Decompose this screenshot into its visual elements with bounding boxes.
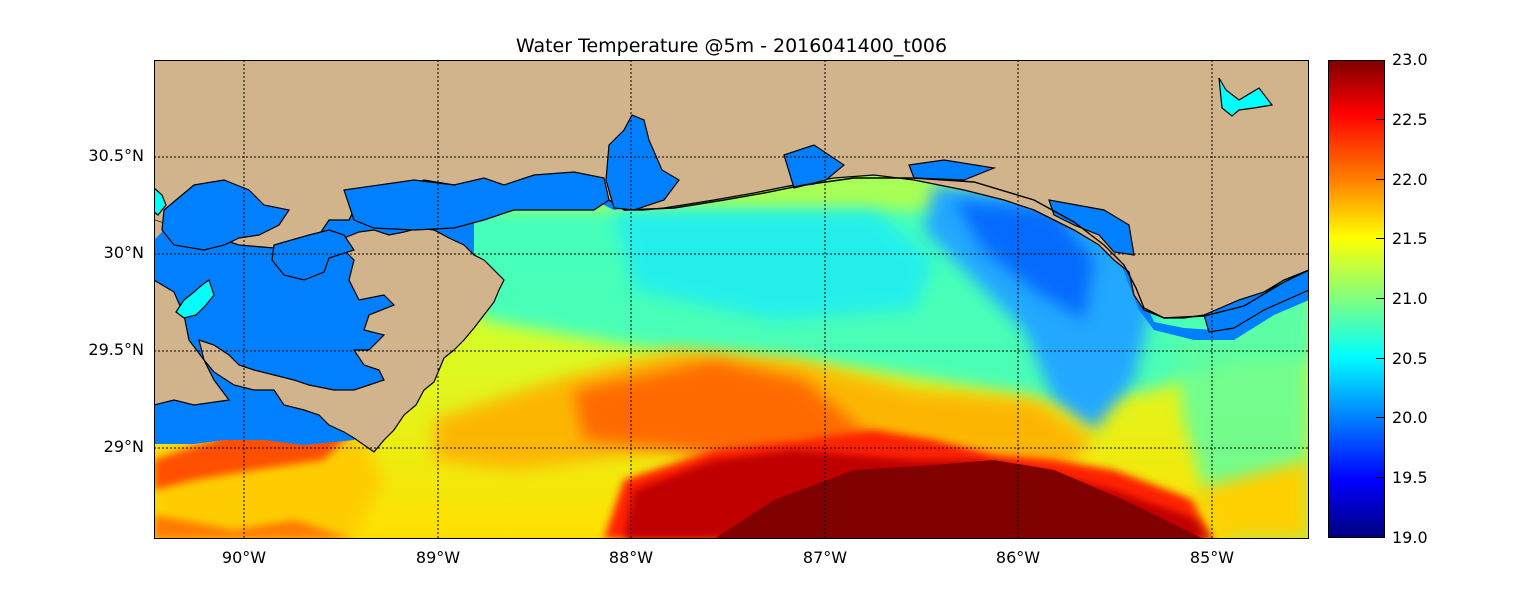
temperature-map [154,60,1309,539]
lat-label-29: 29°N [103,437,144,456]
lon-label-86w: 86°W [995,548,1041,567]
lat-label-29-5: 29.5°N [88,340,144,359]
colorbar-tick [1376,477,1385,478]
lon-label-88w: 88°W [608,548,654,567]
colorbar-label-22-5: 22.5 [1392,110,1428,129]
colorbar-label-19-0: 19.0 [1392,528,1428,547]
colorbar-label-20-0: 20.0 [1392,408,1428,427]
colorbar-label-22-0: 22.0 [1392,170,1428,189]
lon-label-89w: 89°W [415,548,461,567]
map-title: Water Temperature @5m - 2016041400_t006 [515,35,948,57]
land [154,60,1309,453]
colorbar-tick [1376,417,1385,418]
colorbar [1328,60,1385,538]
colorbar-tick [1376,238,1385,239]
colorbar-label-23-0: 23.0 [1392,50,1428,69]
gridlines [154,60,1309,539]
lat-label-30-5: 30.5°N [88,146,144,165]
lon-label-85w: 85°W [1189,548,1235,567]
lon-label-87w: 87°W [802,548,848,567]
colorbar-label-20-5: 20.5 [1392,349,1428,368]
map-area[interactable] [154,60,1309,539]
lon-label-90w: 90°W [221,548,267,567]
lat-label-30: 30°N [103,243,144,262]
coastline [623,177,1309,319]
colorbar-tick [1376,119,1385,120]
colorbar-tick [1376,298,1385,299]
colorbar-tick [1376,179,1385,180]
colorbar-label-21-0: 21.0 [1392,289,1428,308]
colorbar-label-19-5: 19.5 [1392,468,1428,487]
bays-and-lakes [154,77,1309,333]
colorbar-tick [1376,358,1385,359]
colorbar-label-21-5: 21.5 [1392,229,1428,248]
